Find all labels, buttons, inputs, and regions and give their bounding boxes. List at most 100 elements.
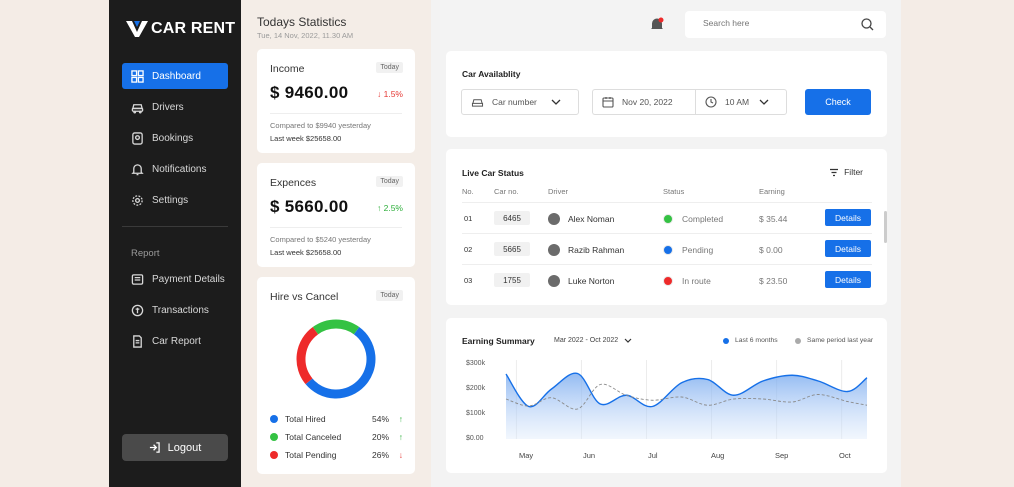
date-picker[interactable]: Nov 20, 2022 bbox=[592, 89, 696, 115]
legend-label: Last 6 months bbox=[735, 337, 778, 344]
x-tick: Sep bbox=[775, 451, 789, 460]
brand-logo[interactable]: CAR RENT bbox=[125, 20, 235, 38]
date-range-select[interactable]: Mar 2022 - Oct 2022 bbox=[554, 337, 632, 344]
live-status-title: Live Car Status bbox=[462, 168, 524, 178]
chevron-down-icon bbox=[551, 99, 561, 105]
time-select[interactable]: 10 AM bbox=[695, 89, 787, 115]
legend-total-canceled: Total Canceled 20% ↑ bbox=[270, 431, 403, 443]
sidebar-section-report: Report bbox=[131, 248, 160, 259]
details-button[interactable]: Details bbox=[825, 240, 871, 257]
sidebar-item-transactions[interactable]: Transactions bbox=[122, 297, 228, 323]
driver-name: Alex Noman bbox=[568, 213, 615, 224]
car-number-value: Car number bbox=[492, 97, 537, 107]
legend-label: Total Pending bbox=[285, 450, 337, 460]
bell-icon bbox=[131, 163, 144, 175]
todays-statistics: Todays Statistics Tue, 14 Nov, 2022, 11.… bbox=[241, 0, 431, 487]
legend-label: Total Hired bbox=[285, 414, 326, 424]
car-number-badge: 5665 bbox=[494, 242, 530, 256]
down-arrow-icon: ↓ bbox=[398, 450, 403, 460]
clock-icon bbox=[705, 96, 717, 108]
x-tick: Aug bbox=[711, 451, 725, 460]
sidebar-item-bookings[interactable]: Bookings bbox=[122, 125, 228, 151]
avatar bbox=[548, 274, 560, 287]
earning-area-chart bbox=[505, 360, 868, 439]
chevron-down-icon bbox=[759, 99, 769, 105]
series-line-last-6-months bbox=[505, 372, 868, 408]
legend-label: Same period last year bbox=[807, 337, 874, 344]
sidebar-item-settings[interactable]: Settings bbox=[122, 187, 228, 213]
notification-bell-icon[interactable] bbox=[649, 16, 665, 32]
series-line-same-period-last-year bbox=[505, 383, 868, 410]
car-icon bbox=[471, 98, 484, 107]
status-text: Pending bbox=[682, 244, 714, 255]
document-icon bbox=[133, 334, 142, 348]
search-input[interactable] bbox=[703, 18, 853, 28]
earning-cell: $ 0.00 bbox=[759, 244, 783, 255]
sidebar-item-label: Payment Details bbox=[152, 273, 225, 285]
status-dot bbox=[663, 275, 673, 286]
column-header-earning: Earning bbox=[759, 187, 785, 196]
expenses-last-week: Last week $25658.00 bbox=[270, 248, 342, 257]
avatar bbox=[548, 212, 560, 225]
legend-dot bbox=[795, 337, 801, 344]
sidebar-divider bbox=[122, 226, 228, 227]
legend-total-hired: Total Hired 54% ↑ bbox=[270, 413, 403, 425]
y-tick: $200k bbox=[466, 385, 486, 392]
details-button[interactable]: Details bbox=[825, 271, 871, 288]
logout-label: Logout bbox=[167, 441, 202, 454]
legend-label: Total Canceled bbox=[285, 432, 342, 442]
driver-name: Luke Norton bbox=[568, 275, 615, 286]
logout-icon bbox=[149, 442, 160, 453]
up-arrow-icon: ↑ bbox=[398, 432, 403, 442]
earning-cell: $ 35.44 bbox=[759, 213, 788, 224]
avatar bbox=[548, 243, 560, 256]
sidebar-item-dashboard[interactable]: Dashboard bbox=[122, 63, 228, 89]
column-header-no: No. bbox=[462, 187, 474, 196]
y-tick: $0.00 bbox=[466, 435, 484, 442]
sidebar-item-payment-details[interactable]: Payment Details bbox=[122, 266, 228, 292]
sidebar-item-notifications[interactable]: Notifications bbox=[122, 156, 228, 182]
search-icon[interactable] bbox=[861, 18, 874, 31]
y-tick: $300k bbox=[466, 360, 486, 367]
sidebar-item-car-report[interactable]: Car Report bbox=[122, 328, 228, 354]
hire-cancel-donut bbox=[296, 319, 376, 399]
income-compare: Compared to $9940 yesterday bbox=[270, 121, 371, 130]
sidebar-item-label: Settings bbox=[152, 194, 189, 206]
legend-percent: 26% bbox=[371, 450, 389, 460]
date-range-value: Mar 2022 - Oct 2022 bbox=[554, 337, 619, 344]
driver-cell: Alex Noman bbox=[548, 203, 614, 234]
car-icon bbox=[131, 103, 144, 114]
legend-dot bbox=[723, 337, 729, 344]
series-area-last-6-months bbox=[506, 373, 867, 439]
x-tick: Jul bbox=[648, 451, 658, 460]
table-row: 03 1755 Luke Norton In route $ 23.50 Det… bbox=[462, 264, 872, 297]
column-header-driver: Driver bbox=[548, 187, 568, 196]
logout-button[interactable]: Logout bbox=[122, 434, 228, 461]
column-header-status: Status bbox=[663, 187, 685, 196]
driver-name: Razib Rahman bbox=[568, 244, 625, 255]
card-divider bbox=[270, 113, 402, 114]
expenses-delta: ↑ 2.5% bbox=[377, 203, 403, 213]
filter-button[interactable]: Filter bbox=[829, 167, 863, 177]
today-badge: Today bbox=[376, 62, 403, 73]
brand-name: CAR RENT bbox=[151, 20, 236, 37]
sidebar-item-drivers[interactable]: Drivers bbox=[122, 94, 228, 120]
search-bar bbox=[685, 11, 886, 38]
sidebar-item-label: Transactions bbox=[152, 304, 209, 316]
income-delta: ↓ 1.5% bbox=[377, 89, 403, 99]
driver-cell: Luke Norton bbox=[548, 265, 614, 296]
date-value: Nov 20, 2022 bbox=[622, 97, 673, 107]
car-number-badge: 6465 bbox=[494, 211, 530, 225]
status-dot bbox=[663, 244, 673, 255]
expenses-compare: Compared to $5240 yesterday bbox=[270, 235, 371, 244]
check-button[interactable]: Check bbox=[805, 89, 871, 115]
status-cell: Completed bbox=[663, 203, 723, 234]
scrollbar-thumb[interactable] bbox=[884, 211, 887, 243]
sidebar-item-label: Notifications bbox=[152, 163, 207, 175]
sidebar-item-label: Bookings bbox=[152, 132, 194, 144]
car-number-select[interactable]: Car number bbox=[461, 89, 579, 115]
sidebar-item-label: Dashboard bbox=[152, 70, 201, 82]
card-icon bbox=[131, 273, 144, 285]
details-button[interactable]: Details bbox=[825, 209, 871, 226]
earning-summary-panel: Earning Summary Mar 2022 - Oct 2022 Last… bbox=[446, 318, 887, 473]
